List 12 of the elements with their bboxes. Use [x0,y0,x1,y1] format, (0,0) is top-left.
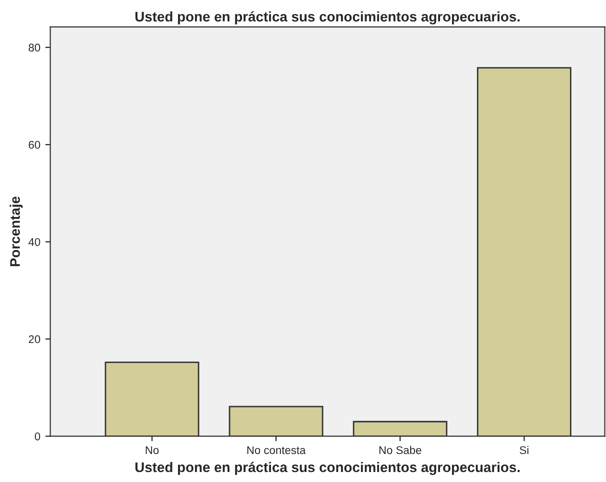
y-tick-label: 60 [28,140,40,149]
x-axis-title: Usted pone en práctica sus conocimientos agropecuarios. [135,462,520,475]
y-tick-label: 80 [28,44,40,52]
chart-title: Usted pone en práctica sus conocimientos agropecuarios. [135,11,520,24]
y-axis-title: Porcentaje [10,196,23,266]
x-tick-label: No [146,446,159,454]
y-tick-label: 40 [28,238,40,246]
y-tick-label: 0 [34,432,40,440]
x-tick-label: No Sabe [379,446,422,454]
y-tick-label: 20 [28,335,40,344]
x-tick-label: No contesta [247,446,306,454]
x-tick-label: Si [520,446,528,454]
